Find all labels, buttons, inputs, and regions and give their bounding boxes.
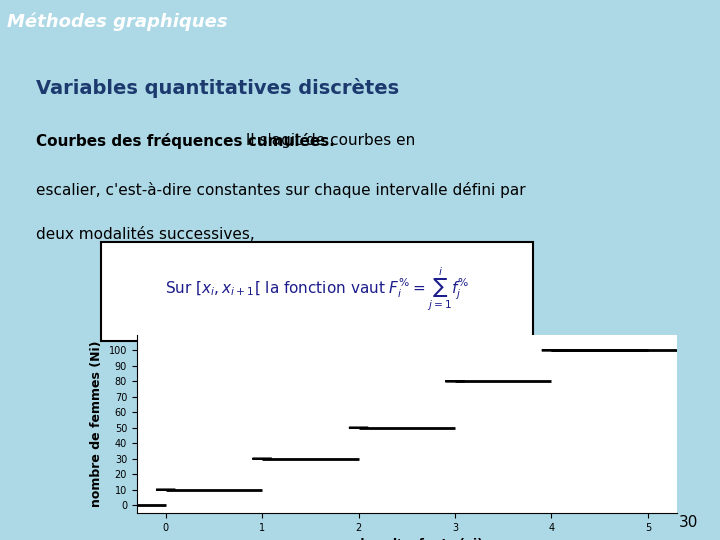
Text: Méthodes graphiques: Méthodes graphiques <box>7 12 228 31</box>
Text: Sur $[x_i, x_{i+1}[$ la fonction vaut $F_i^{\%} = \sum_{j=1}^{i} f_j^{\%}$: Sur $[x_i, x_{i+1}[$ la fonction vaut $F… <box>165 265 469 313</box>
Text: escalier, c'est-à-dire constantes sur chaque intervalle défini par: escalier, c'est-à-dire constantes sur ch… <box>36 183 526 198</box>
Text: Courbes des fréquences cumulées.: Courbes des fréquences cumulées. <box>36 133 335 149</box>
FancyBboxPatch shape <box>101 242 533 341</box>
Text: deux modalités successives,: deux modalités successives, <box>36 227 255 242</box>
Y-axis label: nombre de femmes (Ni): nombre de femmes (Ni) <box>90 341 103 507</box>
Text: Variables quantitatives discrètes: Variables quantitatives discrètes <box>36 78 399 98</box>
X-axis label: nombre d'enfants (xi): nombre d'enfants (xi) <box>330 538 483 540</box>
Text: 30: 30 <box>679 515 698 530</box>
Text: Il s'agit de courbes en: Il s'agit de courbes en <box>241 133 415 147</box>
